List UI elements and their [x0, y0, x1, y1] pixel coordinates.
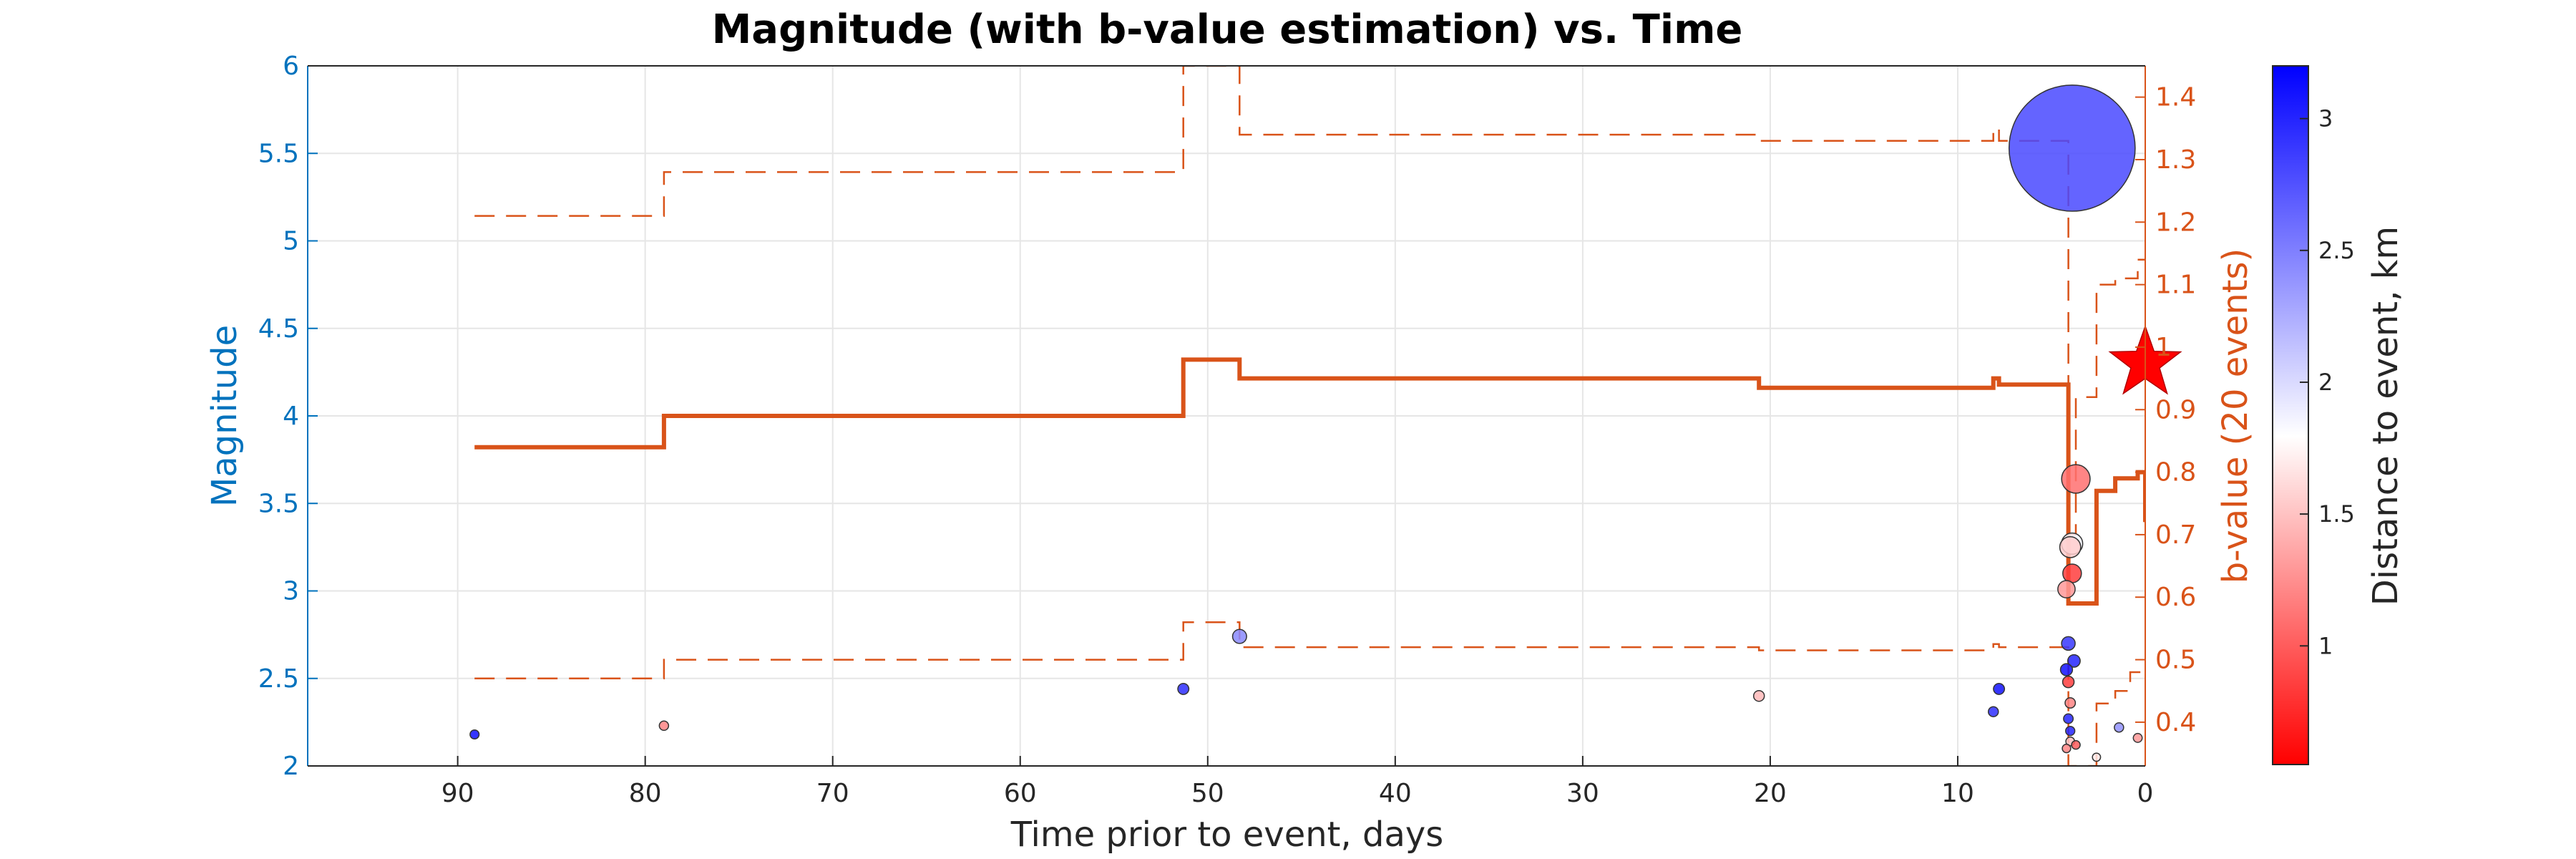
y-right-tick-label: 1.3 — [2155, 145, 2196, 175]
b-value-lower-bound — [474, 621, 2145, 766]
event-marker — [2092, 752, 2102, 762]
y-left-tick-label: 5 — [283, 227, 299, 256]
x-tick-label: 80 — [629, 779, 662, 808]
x-tick-label: 90 — [441, 779, 474, 808]
y-right-tick-label: 1.4 — [2155, 83, 2196, 112]
colorbar-frame — [2272, 65, 2309, 765]
colorbar-ticks: 1 1.5 2 2.5 3 — [2272, 65, 2355, 765]
b-value-line — [474, 357, 2145, 606]
event-marker — [2059, 536, 2082, 558]
y-left-tick-label: 6 — [283, 52, 299, 81]
y-left-tick-label: 3.5 — [258, 489, 299, 518]
y-left-tick-label: 5.5 — [258, 139, 299, 168]
event-marker — [2071, 739, 2081, 750]
event-marker — [2008, 84, 2136, 212]
event-marker — [2065, 725, 2076, 737]
x-tick-label: 60 — [1004, 779, 1037, 808]
y-axis-label-right: b-value (20 events) — [2215, 248, 2255, 583]
event-marker — [658, 720, 670, 732]
b-value-series — [474, 66, 2145, 766]
x-tick-label: 50 — [1191, 779, 1224, 808]
y-left-tick-label: 4.5 — [258, 314, 299, 344]
event-marker — [2061, 464, 2091, 494]
y-left-tick-label: 2 — [283, 752, 299, 781]
event-marker — [1993, 682, 2006, 695]
x-tick-label: 0 — [2137, 779, 2154, 808]
event-marker — [2114, 722, 2124, 733]
event-marker — [2132, 732, 2143, 743]
y-right-tick-label: 0.9 — [2155, 395, 2196, 424]
colorbar — [2273, 66, 2308, 765]
colorbar-tick-label: 2.5 — [2318, 237, 2355, 264]
y-right-tick-label: 1 — [2155, 333, 2172, 362]
y-right-tick-label: 0.7 — [2155, 520, 2196, 550]
chart-title: Magnitude (with b-value estimation) vs. … — [712, 6, 1743, 53]
x-tick-label: 10 — [1941, 779, 1974, 808]
event-marker — [2062, 675, 2075, 689]
x-tick-label: 20 — [1754, 779, 1787, 808]
y-right-tick-label: 0.6 — [2155, 583, 2196, 612]
grid — [308, 65, 2146, 767]
event-marker — [2064, 697, 2077, 709]
event-marker — [2059, 663, 2074, 676]
x-tick-label: 30 — [1566, 779, 1599, 808]
colorbar-tick-label: 1 — [2318, 632, 2333, 659]
event-marker — [2061, 636, 2076, 651]
colorbar-label: Distance to event, km — [2366, 226, 2406, 606]
y-left-tick-label: 2.5 — [258, 664, 299, 694]
event-marker — [1752, 689, 1765, 702]
y-left-tick-label: 3 — [283, 577, 299, 606]
event-marker — [1231, 629, 1247, 644]
event-marker — [2067, 654, 2081, 668]
event-marker — [2057, 580, 2076, 598]
y-right-tick-label: 1.1 — [2155, 271, 2196, 300]
event-marker — [1987, 706, 1999, 717]
event-marker — [2062, 563, 2082, 583]
y-axis-label-left: Magnitude — [205, 325, 245, 507]
y-left-tick-label: 4 — [283, 402, 299, 431]
colorbar-tick-label: 1.5 — [2318, 500, 2355, 528]
y-right-tick-label: 0.8 — [2155, 458, 2196, 487]
colorbar-tick-label: 3 — [2318, 105, 2333, 132]
event-marker — [1177, 682, 1190, 695]
event-marker — [469, 729, 480, 740]
event-marker — [2062, 743, 2072, 754]
x-axis-label: Time prior to event, days — [1010, 815, 1444, 855]
b-value-upper-bound — [474, 66, 2145, 536]
colorbar-tick-label: 2 — [2318, 369, 2333, 396]
axes: 90 80 70 60 50 40 30 20 10 0 2 2.5 3 3.5 4 4.5 5 5.5 6 0.4 0… — [258, 52, 2197, 808]
event-marker — [2063, 713, 2074, 724]
y-right-tick-label: 0.5 — [2155, 646, 2196, 675]
y-right-tick-label: 0.4 — [2155, 708, 2196, 737]
x-tick-label: 40 — [1379, 779, 1412, 808]
x-tick-label: 70 — [816, 779, 849, 808]
y-right-tick-label: 1.2 — [2155, 208, 2196, 237]
